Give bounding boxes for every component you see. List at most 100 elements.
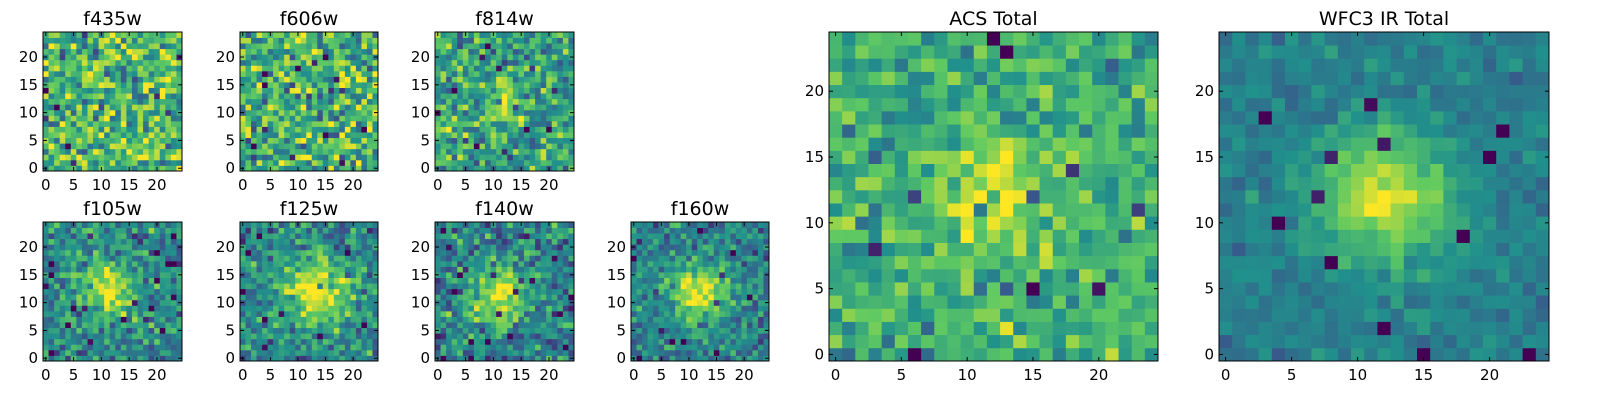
heatmap-cell: [479, 132, 486, 139]
heatmap-cell: [647, 266, 654, 273]
heatmap-cell: [120, 249, 127, 256]
heatmap-cell: [435, 283, 441, 290]
heatmap-cell: [1144, 321, 1159, 336]
heatmap-cell: [159, 32, 166, 38]
heatmap-cell: [311, 76, 318, 83]
heatmap-cell: [735, 310, 742, 317]
heatmap-cell: [647, 277, 654, 284]
heatmap-cell: [333, 310, 340, 317]
heatmap-cell: [344, 344, 351, 351]
heatmap-cell: [54, 70, 61, 77]
heatmap-cell: [87, 233, 94, 240]
heatmap-cell: [658, 299, 665, 306]
heatmap-cell: [87, 54, 94, 61]
heatmap-cell: [708, 333, 715, 340]
heatmap-cell: [485, 227, 491, 234]
heatmap-cell: [1105, 203, 1119, 217]
heatmap-cell: [1144, 308, 1159, 322]
heatmap-cell: [669, 277, 676, 284]
heatmap-cell: [523, 310, 530, 317]
heatmap-cell: [680, 355, 687, 362]
heatmap-cell: [115, 277, 122, 284]
heatmap-cell: [468, 137, 475, 144]
heatmap-cell: [93, 333, 99, 340]
heatmap-cell: [540, 299, 547, 306]
heatmap-cell: [43, 338, 49, 345]
heatmap-cell: [176, 255, 183, 262]
heatmap-cell: [165, 338, 172, 345]
heatmap-cell: [446, 148, 453, 155]
heatmap-cell: [435, 126, 441, 133]
heatmap-cell: [278, 76, 285, 83]
heatmap-cell: [137, 154, 144, 161]
heatmap-cell: [451, 137, 458, 144]
heatmap-cell: [446, 32, 453, 38]
heatmap-cell: [59, 87, 66, 94]
heatmap-cell: [131, 277, 138, 284]
heatmap-cell: [1105, 268, 1119, 283]
heatmap-cell: [284, 115, 291, 122]
heatmap-cell: [746, 305, 753, 312]
heatmap-cell: [947, 216, 961, 230]
heatmap-cell: [501, 272, 508, 278]
heatmap-cell: [295, 120, 302, 127]
heatmap-cell: [273, 109, 280, 116]
heatmap-cell: [708, 233, 715, 240]
heatmap-cell: [65, 59, 72, 66]
heatmap-cell: [98, 48, 105, 55]
heatmap-cell: [131, 165, 138, 172]
heatmap-cell: [267, 43, 274, 50]
heatmap-cell: [479, 159, 486, 166]
heatmap-cell: [104, 238, 111, 245]
heatmap-cell: [256, 222, 263, 228]
heatmap-cell: [251, 244, 257, 251]
heatmap-cell: [1065, 347, 1080, 362]
heatmap-cell: [719, 244, 726, 251]
heatmap-cell: [713, 310, 720, 317]
heatmap-cell: [284, 132, 291, 139]
heatmap-cell: [59, 255, 66, 262]
heatmap-cell: [440, 37, 447, 44]
heatmap-cell: [664, 260, 671, 267]
heatmap-cell: [120, 338, 127, 345]
heatmap-cell: [435, 233, 441, 240]
heatmap-cell: [1118, 176, 1133, 191]
heatmap-cell: [54, 159, 61, 166]
heatmap-cell: [262, 54, 268, 61]
heatmap-cell: [70, 109, 77, 116]
heatmap-cell: [300, 143, 307, 150]
heatmap-cell: [440, 260, 447, 267]
heatmap-cell: [43, 115, 49, 122]
heatmap-cell: [440, 294, 447, 301]
heatmap-cell: [131, 227, 138, 234]
heatmap-cell: [317, 32, 324, 38]
heatmap-cell: [59, 299, 66, 306]
heatmap-cell: [344, 76, 351, 83]
heatmap-cell: [636, 299, 643, 306]
heatmap-cell: [551, 76, 558, 83]
heatmap-cell: [120, 126, 127, 133]
heatmap-cell: [735, 316, 742, 323]
heatmap-cell: [675, 316, 682, 323]
heatmap-cell: [256, 126, 263, 133]
heatmap-cell: [518, 249, 525, 256]
heatmap-cell: [76, 338, 83, 345]
heatmap-cell: [240, 266, 246, 273]
heatmap-cell: [170, 54, 177, 61]
heatmap-cell: [322, 294, 329, 301]
heatmap-cell: [763, 260, 770, 267]
heatmap-cell: [479, 338, 486, 345]
heatmap-cell: [165, 260, 172, 267]
heatmap-cell: [81, 143, 88, 150]
heatmap-cell: [446, 305, 453, 312]
heatmap-cell: [137, 109, 144, 116]
heatmap-cell: [479, 344, 486, 351]
heatmap-cell: [518, 120, 525, 127]
heatmap-cell: [501, 249, 508, 256]
heatmap-cell: [159, 260, 166, 267]
heatmap-cell: [93, 244, 99, 251]
heatmap-cell: [328, 132, 335, 139]
heatmap-cell: [273, 266, 280, 273]
heatmap-cell: [719, 266, 726, 273]
heatmap-cell: [54, 115, 61, 122]
